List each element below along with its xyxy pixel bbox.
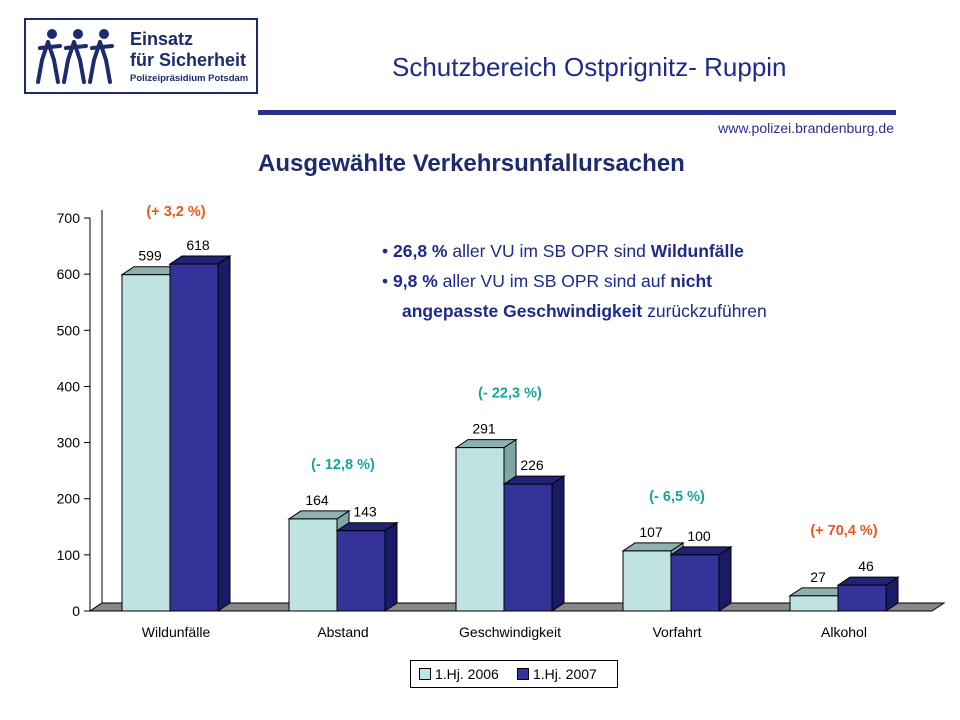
change-annotation: (+ 70,4 %) bbox=[810, 523, 877, 539]
bar bbox=[288, 518, 338, 612]
logo: Einsatz für Sicherheit Polizeipräsidium … bbox=[24, 18, 258, 94]
bullet-1-bold: Wildunfälle bbox=[650, 241, 744, 261]
bullet-2-tail: zurückzuführen bbox=[642, 301, 767, 321]
info-bullets: • 26,8 % aller VU im SB OPR sind Wildunf… bbox=[382, 236, 767, 326]
data-label: 164 bbox=[305, 492, 329, 508]
data-label: 291 bbox=[472, 421, 496, 437]
category-label: Wildunfälle bbox=[142, 624, 211, 640]
y-tick-label: 100 bbox=[57, 547, 81, 563]
bar bbox=[622, 550, 672, 612]
logo-figures-icon bbox=[36, 29, 114, 84]
y-tick-label: 600 bbox=[57, 266, 81, 282]
legend-label-2006: 1.Hj. 2006 bbox=[435, 666, 499, 682]
header-divider bbox=[258, 110, 896, 115]
y-tick-label: 700 bbox=[57, 210, 81, 226]
bullet-2-value: 9,8 % bbox=[393, 271, 438, 291]
data-label: 27 bbox=[810, 569, 826, 585]
change-annotation: (- 12,8 %) bbox=[311, 457, 375, 473]
data-label: 226 bbox=[520, 457, 544, 473]
website-link[interactable]: www.polizei.brandenburg.de bbox=[718, 120, 894, 136]
data-label: 618 bbox=[186, 237, 210, 253]
bar-side bbox=[384, 521, 398, 612]
data-label: 107 bbox=[639, 524, 663, 540]
bar bbox=[121, 274, 171, 612]
bar bbox=[169, 263, 219, 612]
bullet-2: • 9,8 % aller VU im SB OPR sind auf nich… bbox=[382, 271, 713, 291]
y-tick-label: 200 bbox=[57, 491, 81, 507]
change-annotation: (+ 3,2 %) bbox=[146, 204, 205, 220]
bar bbox=[837, 584, 887, 612]
bar bbox=[455, 447, 505, 612]
data-label: 599 bbox=[138, 248, 162, 264]
y-tick-label: 400 bbox=[57, 378, 81, 394]
chart-title: Ausgewählte Verkehrsunfallursachen bbox=[258, 150, 685, 177]
change-annotation: (- 22,3 %) bbox=[478, 386, 542, 402]
bullet-1-value: 26,8 % bbox=[393, 241, 448, 261]
bullet-1-text: aller VU im SB OPR sind bbox=[447, 241, 651, 261]
legend-label-2007: 1.Hj. 2007 bbox=[533, 666, 597, 682]
chart-back-wall bbox=[89, 210, 103, 612]
y-tick-label: 500 bbox=[57, 322, 81, 338]
legend-swatch-2006 bbox=[419, 668, 431, 680]
page-title: Schutzbereich Ostprignitz- Ruppin bbox=[392, 52, 787, 82]
category-label: Abstand bbox=[317, 624, 368, 640]
bullet-2-bold2: angepasste Geschwindigkeit bbox=[402, 301, 643, 321]
data-label: 143 bbox=[353, 504, 377, 520]
data-label: 100 bbox=[687, 528, 711, 544]
bullet-2-continued: angepasste Geschwindigkeit zurückzuführe… bbox=[382, 296, 767, 326]
y-tick-label: 300 bbox=[57, 435, 81, 451]
bullet-2-bold: nicht bbox=[670, 271, 713, 291]
bar bbox=[503, 483, 553, 612]
logo-text-line2: für Sicherheit bbox=[130, 50, 247, 70]
logo-text-line1: Einsatz bbox=[130, 29, 194, 49]
bar-side bbox=[718, 545, 732, 612]
bullet-1: • 26,8 % aller VU im SB OPR sind Wildunf… bbox=[382, 241, 744, 261]
logo-text-line3: Polizeipräsidium Potsdam bbox=[130, 73, 249, 84]
data-label: 46 bbox=[858, 558, 874, 574]
bar bbox=[789, 595, 839, 612]
legend: 1.Hj. 2006 1.Hj. 2007 bbox=[410, 660, 618, 688]
bar-side bbox=[217, 255, 231, 612]
change-annotation: (- 6,5 %) bbox=[649, 489, 705, 505]
bullet-2-text: aller VU im SB OPR sind auf bbox=[437, 271, 671, 291]
bar bbox=[336, 530, 386, 612]
category-label: Geschwindigkeit bbox=[459, 624, 561, 640]
bar-side bbox=[551, 475, 565, 612]
category-label: Alkohol bbox=[821, 624, 867, 640]
category-label: Vorfahrt bbox=[652, 624, 701, 640]
bar bbox=[670, 554, 720, 612]
y-tick-label: 0 bbox=[72, 603, 80, 619]
legend-swatch-2007 bbox=[517, 668, 529, 680]
